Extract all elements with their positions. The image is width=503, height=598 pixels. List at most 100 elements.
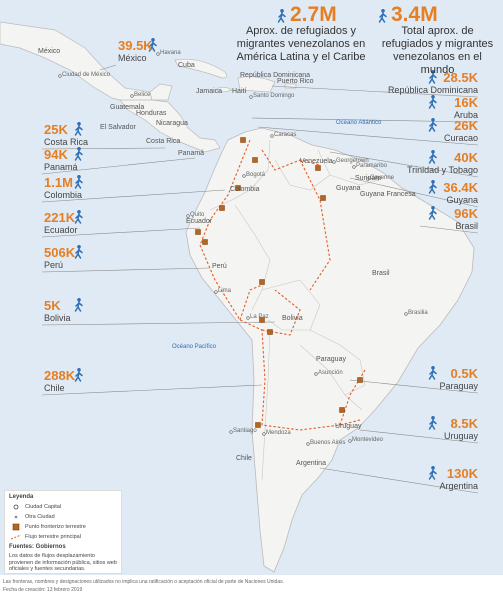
icon-head [431, 416, 435, 420]
city-dot [214, 290, 218, 294]
callout-country: Guyana [446, 195, 478, 205]
latam-label: Aprox. de refugiados y migrantes venezol… [236, 25, 366, 63]
map-label: Lima [218, 288, 232, 294]
icon-body [74, 301, 83, 312]
leader-line [41, 321, 276, 326]
icon-head [77, 122, 81, 126]
map-label: Costa Rica [146, 138, 181, 145]
land-cuba [174, 58, 228, 79]
callout-value: 288K [44, 368, 76, 383]
walker-icon [378, 9, 387, 23]
city-dot [246, 316, 250, 320]
border-point [255, 422, 261, 428]
map-label: Haití [232, 88, 247, 95]
icon-head [431, 95, 435, 99]
icon-head [77, 210, 81, 214]
city-dot [229, 430, 233, 434]
legend-label: Flujo terrestre principal [25, 534, 81, 540]
icon-body [428, 469, 437, 480]
map-label: Quito [190, 212, 205, 218]
world-label: Total aprox. de refugiados y migrantes v… [381, 25, 494, 76]
map-label: El Salvador [100, 124, 136, 131]
map-label: Bogotá [246, 172, 266, 178]
map-label: Bolivia [282, 315, 303, 322]
callout-country: Aruba [453, 110, 478, 120]
icon-head [77, 368, 81, 372]
leader-line [41, 267, 211, 273]
walker-icon [428, 150, 437, 164]
footer-text: Las fronteras, nombres y designaciones u… [3, 579, 284, 585]
icon-head [431, 70, 435, 74]
leader-line [251, 117, 479, 123]
leader-line [257, 126, 479, 146]
callout-country: Trinidad y Tobago [406, 165, 478, 175]
map-label: Uruguay [335, 423, 362, 430]
callout-country: México [118, 53, 147, 63]
border-point [357, 377, 363, 383]
icon-body [148, 41, 157, 52]
icon-body [74, 371, 83, 382]
callout-value: 130K [446, 466, 478, 481]
map-label: Honduras [136, 110, 167, 117]
icon-body [428, 183, 437, 194]
border-point [240, 137, 246, 143]
leader-line [41, 227, 201, 238]
legend-swatch [12, 523, 20, 531]
callout-country: Bolivia [44, 313, 71, 323]
walker-icon [428, 70, 437, 84]
footer: Las fronteras, nombres y designaciones u… [3, 578, 284, 594]
city-dot [156, 52, 160, 56]
map-label: Puerto Rico [277, 78, 314, 85]
legend-swatch [13, 504, 19, 510]
leader-line [359, 429, 479, 444]
icon-head [77, 298, 81, 302]
walker-icon [74, 147, 83, 161]
icon-head [431, 466, 435, 470]
callout-value: 39.5K [118, 38, 153, 53]
callout-country: Chile [44, 383, 65, 393]
map-label: Santo Domingo [253, 93, 295, 99]
border-point [202, 239, 208, 245]
icon-head [381, 9, 385, 13]
icon-body [428, 121, 437, 132]
city-dot [242, 174, 246, 178]
city-dot [366, 177, 370, 181]
icon-head [77, 175, 81, 179]
map-label: Brasilia [408, 310, 428, 316]
icon-body [428, 98, 437, 109]
city-dot [314, 372, 318, 376]
callout-country: Ecuador [44, 225, 78, 235]
land-central-america [119, 99, 221, 153]
callout-country: Colombia [44, 190, 83, 200]
callout-value: 28.5K [443, 70, 478, 85]
callout-value: 16K [454, 95, 478, 110]
border-point [219, 205, 225, 211]
leader-line [99, 64, 117, 71]
map-label: Brasil [372, 270, 390, 277]
legend-item: Flujo terrestre principal [11, 533, 115, 541]
walker-icon [74, 368, 83, 382]
map-label: Mendoza [266, 430, 291, 436]
footer-text: Fecha de creación: 13 febrero 2019 [3, 587, 83, 593]
walker-icon [277, 9, 286, 23]
callout-country: Brasil [455, 221, 478, 231]
map-label: Buenos Aires [310, 440, 346, 446]
legend-swatch [14, 515, 18, 519]
leader-line [319, 467, 479, 494]
legend-swatch [11, 534, 21, 540]
icon-body [378, 12, 387, 23]
map-label: Caracas [274, 132, 297, 138]
callout-value: 96K [454, 206, 478, 221]
walker-icon [428, 180, 437, 194]
icon-body [428, 73, 437, 84]
walker-icon [74, 245, 83, 259]
leader-line [329, 151, 479, 178]
border-point [252, 157, 258, 163]
map-label: La Paz [250, 314, 269, 320]
icon-body [428, 209, 437, 220]
callout-value: 8.5K [450, 416, 478, 431]
legend-item: Otra Ciudad [11, 513, 115, 521]
map-label: Cuba [178, 62, 195, 69]
city-dot [249, 95, 253, 99]
